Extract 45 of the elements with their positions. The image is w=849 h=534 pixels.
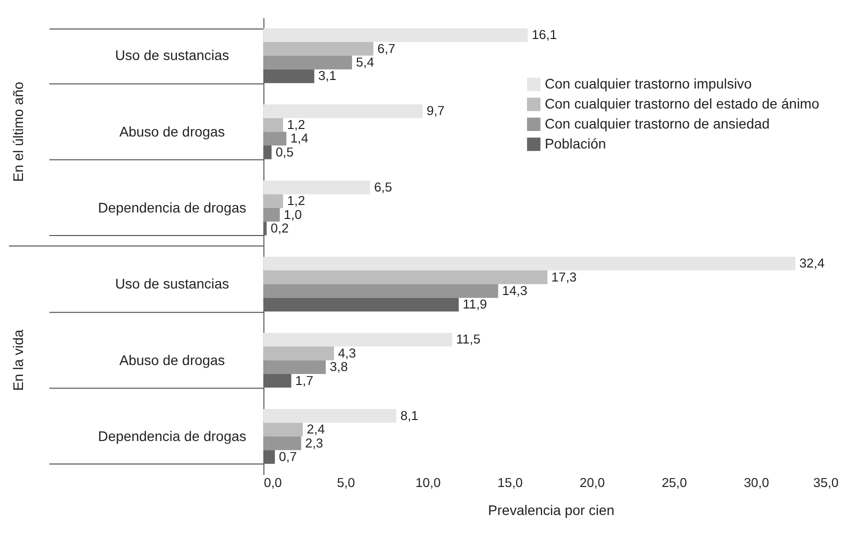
data-label: 1,2 [287, 116, 306, 132]
y-tick-label: Uso de sustancias [115, 47, 230, 64]
data-label: 0,5 [276, 144, 294, 160]
data-label: 0,2 [270, 220, 289, 236]
x-tick-label: 0,0 [264, 474, 282, 490]
data-label: 9,7 [426, 103, 445, 118]
y-tick-label: Abuso de drogas [119, 352, 225, 368]
legend-label: Con cualquier trastorno del estado de ánimo [544, 95, 820, 112]
data-label: 17,3 [551, 269, 577, 284]
data-label: 1,4 [290, 130, 308, 146]
x-tick-label: 5,0 [336, 474, 355, 490]
x-tick-label: 20,0 [580, 474, 605, 490]
data-label: 1,0 [284, 206, 302, 222]
data-label: 0,7 [278, 448, 297, 464]
legend-label: Con cualquier trastorno de ansiedad [544, 115, 770, 132]
data-label: 11,9 [462, 296, 487, 312]
x-tick-label: 15,0 [498, 474, 523, 490]
y-tick-label: Dependencia de drogas [98, 199, 246, 216]
data-label: 2,3 [305, 435, 324, 450]
data-label: 4,3 [338, 345, 356, 360]
data-label: 1,2 [287, 193, 306, 208]
data-label: 3,1 [318, 68, 336, 84]
data-label: 11,5 [456, 332, 480, 347]
y-tick-label: Dependencia de drogas [98, 428, 246, 444]
text: En la vida [10, 329, 26, 391]
data-label: 8,1 [400, 408, 418, 423]
data-label: 5,4 [356, 54, 374, 70]
legend-label: Con cualquier trastorno impulsivo [544, 75, 752, 92]
data-label: 16,1 [532, 27, 557, 42]
x-tick-label: 10,0 [415, 474, 441, 490]
data-label: 3,8 [330, 359, 348, 374]
data-label: 6,7 [377, 40, 396, 56]
x-tick-label: 35,0 [813, 474, 839, 490]
y-tick-label: Abuso de drogas [119, 123, 225, 140]
data-label: 6,5 [374, 179, 392, 194]
data-label: 2,4 [306, 422, 325, 437]
x-tick-label: 25,0 [662, 474, 687, 490]
text: En el último año [10, 82, 26, 182]
x-axis-title: Prevalencia por cien [488, 502, 614, 518]
data-label: 14,3 [502, 282, 528, 298]
data-label: 1,7 [295, 372, 314, 388]
x-tick-label: 30,0 [744, 474, 770, 490]
legend-label: Población [544, 135, 606, 152]
y-tick-label: Uso de sustancias [115, 276, 230, 292]
data-label: 32,4 [799, 256, 825, 271]
